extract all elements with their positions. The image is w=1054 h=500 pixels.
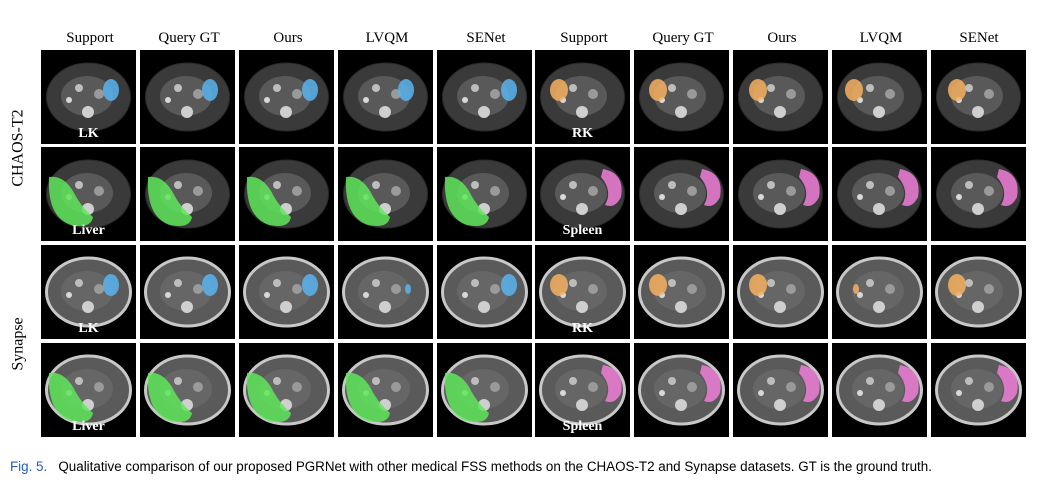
organ-label: Liver [72,419,105,434]
caption-text: Qualitative comparison of our proposed P… [58,459,932,474]
scan-panel [437,50,532,144]
scan-panel: LK [41,245,136,339]
scan-panel: Liver [41,147,136,241]
scan-panel [832,50,927,144]
scan-panel [437,245,532,339]
header-support: Support [560,30,608,46]
header-lvqm: LVQM [365,30,409,46]
scan-panel [733,50,828,144]
dataset-label-synapse-text: Synapse [10,316,28,371]
scan-panel: Spleen [535,147,630,241]
header-senet: SENet [466,30,506,46]
scan-panel [634,147,729,241]
header-ours: Ours [767,30,797,46]
scan-panel [437,147,532,241]
scan-panel [140,245,235,339]
scan-panel [832,343,927,437]
scan-panel [634,343,729,437]
scan-panel [634,50,729,144]
scan-panel [239,50,334,144]
scan-panel [338,50,433,144]
header-ours: Ours [273,30,303,46]
scan-panel [140,343,235,437]
organ-label: LK [78,321,99,336]
scan-panel [832,147,927,241]
scan-panel: RK [535,245,630,339]
scan-panel [140,147,235,241]
header-lvqm: LVQM [859,30,903,46]
scan-panel [239,343,334,437]
scan-panel [338,245,433,339]
header-support: Support [66,30,114,46]
caption-fig-number: Fig. 5. [10,459,48,474]
organ-label: Spleen [562,223,603,238]
header-senet: SENet [959,30,999,46]
scan-panel: Liver [41,343,136,437]
organ-label: RK [572,321,593,336]
scan-panel [931,50,1026,144]
header-query-gt: Query GT [652,30,714,46]
dataset-label-synapse: Synapse [0,245,38,442]
dataset-label-chaos-text: CHAOS-T2 [10,108,27,187]
scan-panel [634,245,729,339]
scan-panel [239,147,334,241]
scan-panel [733,147,828,241]
dataset-label-chaos: CHAOS-T2 [0,50,38,245]
scan-panel: Spleen [535,343,630,437]
scan-panel [733,245,828,339]
scan-panel: LK [41,50,136,144]
scan-panel [931,343,1026,437]
scan-panel [832,245,927,339]
scan-panel [733,343,828,437]
scan-panel [140,50,235,144]
scan-panel [437,343,532,437]
scan-panel [931,147,1026,241]
organ-label: RK [572,126,593,141]
scan-panel [239,245,334,339]
header-query-gt: Query GT [158,30,220,46]
scan-panel: RK [535,50,630,144]
figure-caption: Fig. 5. Qualitative comparison of our pr… [10,458,1045,475]
scan-panel [338,147,433,241]
scan-panel [931,245,1026,339]
organ-label: LK [78,126,99,141]
organ-label: Spleen [562,419,603,434]
organ-label: Liver [72,223,105,238]
scan-panel [338,343,433,437]
